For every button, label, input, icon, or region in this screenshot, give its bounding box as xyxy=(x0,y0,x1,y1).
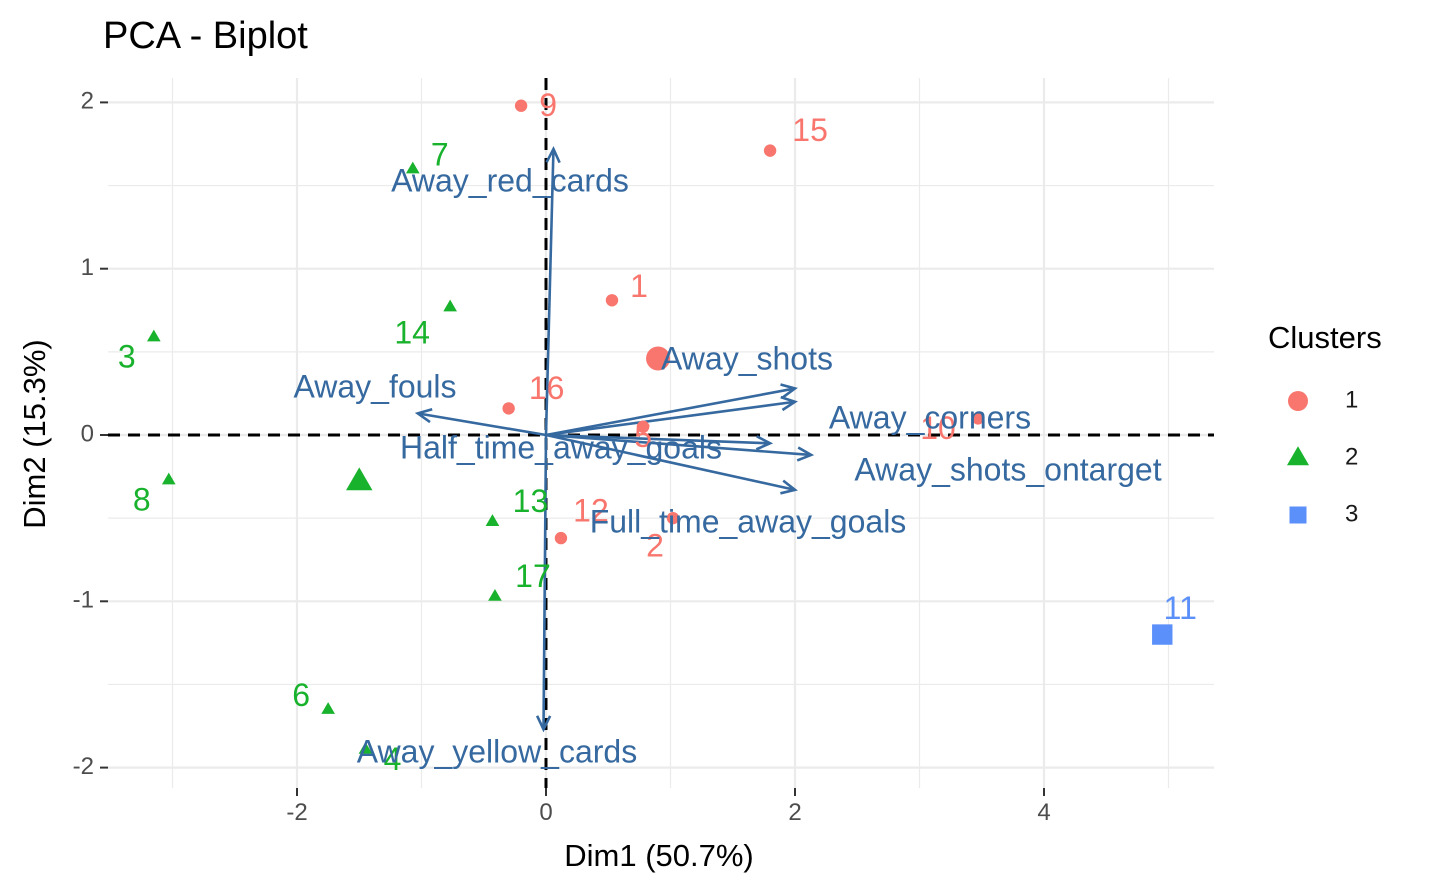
point-label: 9 xyxy=(539,87,557,123)
variable-label: Half_time_away_goals xyxy=(400,429,722,465)
legend-entry: 3 xyxy=(1289,500,1358,527)
x-tick-label: 0 xyxy=(539,799,552,826)
point-label: 14 xyxy=(394,314,430,350)
arrow-head xyxy=(545,145,561,164)
cluster-centroids xyxy=(346,346,1173,645)
legend-key xyxy=(1288,391,1308,411)
variable-label: Away_fouls xyxy=(293,368,456,404)
point-label: 16 xyxy=(529,370,565,406)
variable-arrow xyxy=(545,433,774,451)
arrow-head xyxy=(796,446,815,462)
point-label: 8 xyxy=(133,481,151,517)
point-label: 12 xyxy=(573,493,609,529)
variable-label: Away_yellow_cards xyxy=(357,733,637,769)
data-point xyxy=(502,402,515,415)
arrow-head xyxy=(780,383,798,399)
point-label: 17 xyxy=(515,558,551,594)
data-point xyxy=(763,144,777,157)
data-point xyxy=(485,514,500,526)
arrow-shaft xyxy=(545,433,796,492)
legend: Clusters 1 2 3 xyxy=(1268,320,1382,527)
variable-arrow xyxy=(535,434,552,733)
x-axis-ticks: -2 0 2 4 xyxy=(286,788,1051,826)
arrow-shaft xyxy=(417,412,547,437)
variable-label: Away_red_cards xyxy=(391,162,629,198)
data-point xyxy=(605,294,619,307)
data-point xyxy=(488,589,502,601)
y-tick-label: 2 xyxy=(81,88,94,115)
arrow-shaft xyxy=(545,400,796,437)
legend-label: 1 xyxy=(1345,386,1358,413)
variable-arrow xyxy=(545,383,798,437)
data-point xyxy=(514,99,528,112)
arrow-head xyxy=(535,715,552,733)
variable-arrows xyxy=(414,145,815,733)
data-point xyxy=(666,511,680,525)
variable-label: Away_shots xyxy=(661,340,833,376)
data-point xyxy=(358,742,373,754)
y-tick-label: 1 xyxy=(81,254,94,281)
x-axis-title: Dim1 (50.7%) xyxy=(564,838,754,873)
point-label: 3 xyxy=(118,338,136,374)
legend-entry: 1 xyxy=(1288,386,1358,413)
point-label: 6 xyxy=(292,677,310,713)
variable-arrow xyxy=(414,407,547,437)
arrow-head xyxy=(414,407,433,424)
data-point xyxy=(554,531,568,545)
point-label: 1 xyxy=(630,268,648,304)
x-tick-label: -2 xyxy=(286,799,307,826)
legend-title: Clusters xyxy=(1268,320,1382,355)
legend-key xyxy=(1289,506,1307,524)
data-point xyxy=(146,329,161,342)
chart-title: PCA - Biplot xyxy=(103,15,308,57)
arrow-head xyxy=(780,395,798,412)
data-point xyxy=(405,161,420,174)
x-tick-label: 4 xyxy=(1037,799,1050,826)
point-label: 11 xyxy=(1164,590,1197,626)
point-label: 4 xyxy=(384,741,402,777)
arrow-shaft xyxy=(545,433,771,445)
arrow-head xyxy=(780,479,798,495)
y-tick-label: -2 xyxy=(73,753,94,780)
arrow-shaft xyxy=(542,434,548,730)
y-axis-title: Dim2 (15.3%) xyxy=(17,339,52,529)
data-point xyxy=(161,472,176,485)
point-label: 2 xyxy=(646,528,664,564)
centroid-point xyxy=(346,467,373,491)
variable-arrow xyxy=(544,145,561,436)
data-point xyxy=(971,412,985,425)
data-point xyxy=(443,299,457,312)
arrow-shaft xyxy=(545,387,796,437)
point-labels: 9 15 1 16 5 10 12 2 7 14 3 8 13 17 6 4 11 xyxy=(118,87,1197,777)
arrow-shaft xyxy=(545,433,812,457)
variable-labels: Away_red_cards Away_shots Away_fouls Away_c… xyxy=(293,162,1161,769)
variable-arrow xyxy=(545,433,798,495)
centroid-point xyxy=(646,346,671,371)
point-label: 13 xyxy=(513,483,549,519)
point-label: 5 xyxy=(634,418,652,454)
zero-lines xyxy=(108,78,1214,788)
legend-key xyxy=(1286,446,1310,466)
legend-label: 3 xyxy=(1345,500,1358,527)
point-label: 10 xyxy=(920,410,956,446)
variable-arrow xyxy=(545,433,815,462)
point-label: 7 xyxy=(431,136,449,172)
data-point xyxy=(321,702,335,714)
legend-label: 2 xyxy=(1345,443,1358,470)
variable-label: Full_time_away_goals xyxy=(590,503,907,539)
point-label: 15 xyxy=(792,112,828,148)
y-tick-label: 0 xyxy=(81,420,94,447)
y-axis-ticks: -2 -1 0 1 2 xyxy=(73,88,108,780)
variable-label: Away_corners xyxy=(829,399,1031,435)
legend-entry: 2 xyxy=(1286,443,1358,470)
centroid-point xyxy=(1152,624,1173,645)
y-tick-label: -1 xyxy=(73,587,94,614)
variable-arrow xyxy=(545,395,798,437)
variable-label: Away_shots_ontarget xyxy=(854,451,1161,487)
arrow-head xyxy=(755,435,774,451)
arrow-shaft xyxy=(544,148,555,436)
x-tick-label: 2 xyxy=(788,799,801,826)
data-point xyxy=(636,420,650,433)
